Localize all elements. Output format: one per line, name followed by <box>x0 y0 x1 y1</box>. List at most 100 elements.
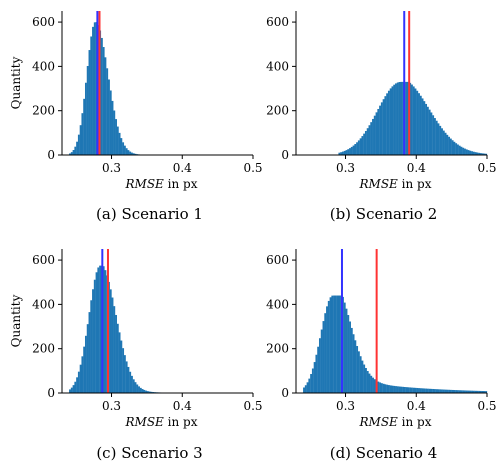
histogram-bar <box>465 390 468 393</box>
x-tick-label: 0.3 <box>102 399 121 413</box>
y-tick-label: 0 <box>281 386 289 400</box>
histogram-bar <box>122 348 125 393</box>
histogram-bar <box>462 390 465 393</box>
histogram-bar <box>435 389 438 393</box>
histogram-bar <box>338 295 341 393</box>
histogram-bar <box>350 327 353 393</box>
x-axis-label: RMSE in px <box>359 177 432 191</box>
histogram-bar <box>317 346 320 393</box>
histogram-bar <box>122 142 125 155</box>
histogram-bar <box>76 141 79 155</box>
histogram-bar <box>472 151 475 155</box>
histogram-bar <box>102 47 105 155</box>
panel-1: 0 200 400 600 0.3 0.4 0.5 RMSE in px Quantity (a)… <box>9 11 263 223</box>
histogram-bar <box>441 389 443 393</box>
histogram-bar <box>448 136 451 155</box>
histogram-bar <box>414 88 417 155</box>
histogram-bar <box>118 332 121 393</box>
histogram-bar <box>474 390 477 393</box>
histogram-bar <box>116 323 119 393</box>
histogram-bar <box>380 102 383 155</box>
histogram-bar <box>334 295 337 393</box>
histogram-bar <box>455 143 458 155</box>
histogram-bar <box>465 149 468 155</box>
histogram-bar <box>322 321 325 393</box>
histogram-bar <box>357 351 360 393</box>
histogram-bar <box>419 95 422 155</box>
histogram-bar <box>106 68 109 155</box>
histogram-bar <box>460 390 463 393</box>
histogram-bar <box>125 148 128 155</box>
histogram-bar <box>306 382 309 393</box>
histogram-bar <box>120 138 123 155</box>
histogram-bar <box>102 266 105 393</box>
histogram-bar <box>136 384 139 393</box>
histogram-bar <box>412 387 415 393</box>
histogram-bar <box>471 390 473 393</box>
histogram-bar <box>115 314 117 393</box>
histogram-bar <box>354 144 357 155</box>
histogram-bar <box>69 389 71 393</box>
panel-caption: (d) Scenario 4 <box>330 444 438 462</box>
histogram-bar <box>310 374 313 393</box>
histogram-bar <box>368 373 371 393</box>
histogram-bar <box>326 306 328 393</box>
histogram-bar <box>90 36 93 155</box>
histogram-bar <box>377 381 380 393</box>
histogram-bars <box>338 81 488 155</box>
histogram-bar <box>324 313 327 393</box>
histogram-bars <box>69 22 172 156</box>
histogram-bar <box>72 150 75 155</box>
histogram-bar <box>370 375 373 393</box>
histogram-bar <box>403 387 406 393</box>
histogram-bar <box>455 390 458 393</box>
histogram-bar <box>416 90 419 155</box>
histogram-bar <box>84 335 87 393</box>
histogram-bar <box>437 123 440 155</box>
y-tick-label: 200 <box>266 104 289 118</box>
histogram-bar <box>451 389 454 393</box>
histogram-bar <box>414 387 417 393</box>
histogram-bar <box>74 146 77 155</box>
histogram-bar <box>77 134 80 155</box>
histogram-bar <box>423 388 426 393</box>
histogram-bar <box>132 153 135 155</box>
histogram-bar <box>451 140 454 155</box>
histogram-bar <box>421 388 424 393</box>
histogram-bar <box>441 128 443 155</box>
histogram-bar <box>107 79 110 155</box>
histogram-bar <box>389 88 392 155</box>
histogram-bar <box>464 148 466 155</box>
histogram-bar <box>366 371 369 393</box>
histogram-bar <box>366 128 369 155</box>
x-tick-label: 0.5 <box>243 161 262 175</box>
histogram-bar <box>354 340 357 393</box>
histogram-bar <box>474 152 477 155</box>
histogram-bar <box>432 388 435 393</box>
panel-4: 0 200 400 600 0.3 0.4 0.5 RMSE in px (d) Scenari… <box>266 249 497 462</box>
histogram-bar <box>476 152 479 155</box>
histogram-bar <box>428 109 431 155</box>
histogram-bar <box>320 329 323 393</box>
x-tick-label: 0.4 <box>173 161 192 175</box>
histogram-bar <box>83 346 86 393</box>
x-axis-label-variable: RMSE <box>125 177 165 191</box>
histogram-bar <box>97 267 100 393</box>
x-axis-label-variable: RMSE <box>125 415 165 429</box>
histogram-bar <box>469 150 472 155</box>
histogram-bar <box>113 110 116 155</box>
histogram-bar <box>396 82 399 155</box>
histogram-bar <box>123 145 126 155</box>
histogram-bar <box>405 81 408 155</box>
histogram-bar <box>132 379 135 393</box>
histogram-bar <box>426 388 429 393</box>
histogram-bar <box>345 150 348 155</box>
histogram-bar <box>375 112 378 155</box>
histogram-bar <box>386 93 389 155</box>
panel-caption: (c) Scenario 3 <box>96 444 202 462</box>
histogram-bar <box>485 153 488 155</box>
histogram-bar <box>372 118 374 155</box>
histogram-bar <box>419 388 422 393</box>
histogram-bar <box>361 360 364 393</box>
histogram-bar <box>448 389 451 393</box>
